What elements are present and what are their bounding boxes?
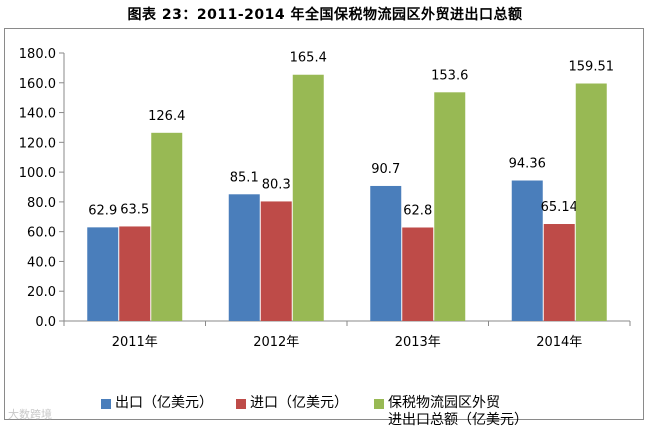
y-tick-label: 100.0 [19,166,56,181]
legend-item-label: 保税物流园区外贸 进出口总额（亿美元） [388,395,528,428]
x-category-label: 2014年 [536,335,582,350]
bar [370,185,402,321]
chart-frame: 0.0 20.0 40.0 60.0 80.0 100.0 120.0 140.0 160.0 1… [4,28,644,428]
bar [292,74,324,321]
data-label: 159.51 [569,60,615,75]
watermark-text: 大数跨境 [8,408,52,421]
bar [87,227,119,321]
data-label: 63.5 [120,202,149,217]
chart-legend: 出口（亿美元） 进口（亿美元） 保税物流园区外贸 进出口总额（亿美元） [101,395,621,439]
data-label: 65.14 [541,200,578,215]
bar [151,132,183,321]
data-label: 90.7 [371,162,400,177]
legend-swatch [236,399,246,409]
y-tick-label: 60.0 [27,226,56,241]
y-tick-label: 80.0 [27,196,56,211]
data-label: 62.8 [403,203,432,218]
x-category-label: 2013年 [395,335,441,350]
data-label: 94.36 [509,157,546,172]
legend-swatch [374,399,384,409]
bar [511,180,543,321]
y-tick-label: 180.0 [19,47,56,62]
legend-item-label: 出口（亿美元） [115,395,213,411]
bar [119,226,151,321]
data-label: 165.4 [290,51,327,66]
legend-item-label: 进口（亿美元） [250,395,348,411]
y-tick-label: 0.0 [35,315,56,330]
y-tick-label: 140.0 [19,107,56,122]
y-tick-label: 20.0 [27,285,56,300]
bar [434,92,466,321]
data-label: 62.9 [88,203,117,218]
x-category-label: 2011年 [112,335,158,350]
legend-swatch [101,399,111,409]
data-label: 85.1 [230,170,259,185]
data-label: 80.3 [262,177,291,192]
chart-title: 图表 23：2011-2014 年全国保税物流园区外贸进出口总额 [127,7,523,23]
bar-chart: 0.0 20.0 40.0 60.0 80.0 100.0 120.0 140.0 160.0 1… [19,47,631,350]
x-category-label: 2012年 [253,335,299,350]
y-tick-label: 40.0 [27,255,56,270]
y-tick-label: 160.0 [19,77,56,92]
data-label: 126.4 [148,109,185,124]
data-label: 153.6 [431,68,468,83]
y-tick-label: 120.0 [19,136,56,151]
bar [575,83,607,322]
bar [543,224,575,321]
bar [228,194,260,321]
bar [402,227,434,321]
bar [260,201,292,321]
